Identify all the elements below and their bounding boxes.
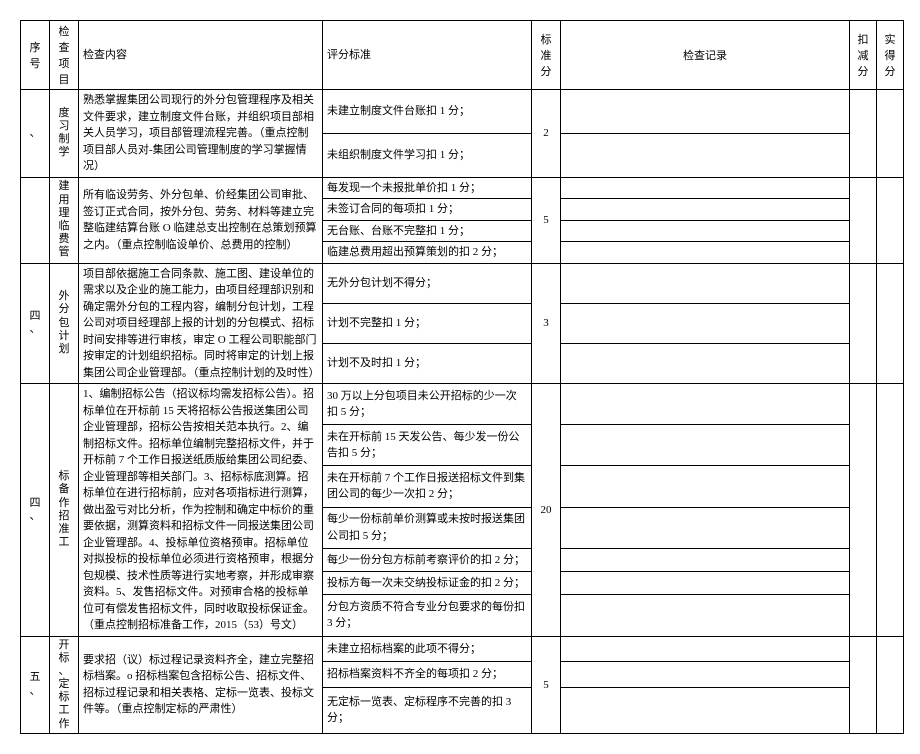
seq-1 [21, 177, 50, 263]
record-4-0 [561, 636, 850, 662]
criteria-1-3: 临建总费用超出预算策划的扣 2 分； [323, 242, 532, 264]
record-1-2 [561, 220, 850, 242]
record-4-1 [561, 662, 850, 688]
content-3: 1、编制招标公告（招议标均需发招标公告）。招标单位在开标前 15 天将招标公告报… [79, 384, 323, 637]
criteria-1-1: 未签订合同的每项扣 1 分； [323, 199, 532, 221]
item-2: 外分包计划 [50, 263, 79, 384]
record-3-2 [561, 466, 850, 507]
criteria-4-2: 无定标一览表、定标程序不完善的扣 3 分； [323, 688, 532, 734]
content-2: 项目部依据施工合同条款、施工图、建设单位的需求以及企业的施工能力，由项目经理部识… [79, 263, 323, 384]
item-0: 度习制学 [50, 90, 79, 178]
record-0-0 [561, 90, 850, 134]
content-1: 所有临设劳务、外分包单、价经集团公司审批、签订正式合同，按外分包、劳务、材料等建… [79, 177, 323, 263]
actual-2 [877, 263, 904, 384]
criteria-1-0: 每发现一个未报批单价扣 1 分； [323, 177, 532, 199]
header-item: 检查项目 [50, 21, 79, 90]
record-1-3 [561, 242, 850, 264]
stdscore-1: 5 [532, 177, 561, 263]
criteria-3-0: 30 万以上分包项目未公开招标的少一次扣 5 分； [323, 384, 532, 425]
criteria-4-0: 未建立招标档案的此项不得分； [323, 636, 532, 662]
criteria-3-3: 每少一份标前单价测算或未按时报送集团公司扣 5 分； [323, 507, 532, 548]
criteria-3-1: 未在开标前 15 天发公告、每少发一份公告扣 5 分； [323, 425, 532, 466]
header-record: 检查记录 [561, 21, 850, 90]
record-0-1 [561, 133, 850, 177]
record-3-3 [561, 507, 850, 548]
header-seq: 序号 [21, 21, 50, 90]
criteria-0-0: 未建立制度文件台账扣 1 分； [323, 90, 532, 134]
criteria-3-6: 分包方资质不符合专业分包要求的每份扣 3 分； [323, 595, 532, 636]
record-1-0 [561, 177, 850, 199]
actual-1 [877, 177, 904, 263]
criteria-3-2: 未在开标前 7 个工作日报送招标文件到集团公司的每少一次扣 2 分； [323, 466, 532, 507]
record-3-5 [561, 571, 850, 594]
header-content: 检查内容 [79, 21, 323, 90]
stdscore-2: 3 [532, 263, 561, 384]
seq-3: 四、 [21, 384, 50, 637]
criteria-1-2: 无台账、台账不完整扣 1 分； [323, 220, 532, 242]
record-3-4 [561, 548, 850, 571]
seq-0: 、 [21, 90, 50, 178]
criteria-2-1: 计划不完整扣 1 分； [323, 303, 532, 343]
record-3-0 [561, 384, 850, 425]
record-2-0 [561, 263, 850, 303]
actual-0 [877, 90, 904, 178]
content-0: 熟悉掌握集团公司现行的外分包管理程序及相关文件要求，建立制度文件台账，并组织项目… [79, 90, 323, 178]
item-1: 建用理临费管 [50, 177, 79, 263]
header-criteria: 评分标准 [323, 21, 532, 90]
criteria-3-4: 每少一份分包方标前考察评价的扣 2 分； [323, 548, 532, 571]
record-4-2 [561, 688, 850, 734]
record-3-6 [561, 595, 850, 636]
record-3-1 [561, 425, 850, 466]
criteria-2-2: 计划不及时扣 1 分； [323, 343, 532, 383]
record-2-1 [561, 303, 850, 343]
deduct-0 [850, 90, 877, 178]
seq-2: 四、 [21, 263, 50, 384]
record-2-2 [561, 343, 850, 383]
deduct-2 [850, 263, 877, 384]
criteria-0-1: 未组织制度文件学习扣 1 分； [323, 133, 532, 177]
header-deduct: 扣减分 [850, 21, 877, 90]
criteria-3-5: 投标方每一次未交纳投标证金的扣 2 分； [323, 571, 532, 594]
criteria-2-0: 无外分包计划不得分； [323, 263, 532, 303]
item-3: 标备作招准工 [50, 384, 79, 637]
actual-3 [877, 384, 904, 637]
deduct-3 [850, 384, 877, 637]
header-actual: 实得分 [877, 21, 904, 90]
stdscore-0: 2 [532, 90, 561, 178]
stdscore-3: 20 [532, 384, 561, 637]
criteria-4-1: 招标档案资料不齐全的每项扣 2 分； [323, 662, 532, 688]
deduct-1 [850, 177, 877, 263]
header-stdscore: 标准分 [532, 21, 561, 90]
record-1-1 [561, 199, 850, 221]
